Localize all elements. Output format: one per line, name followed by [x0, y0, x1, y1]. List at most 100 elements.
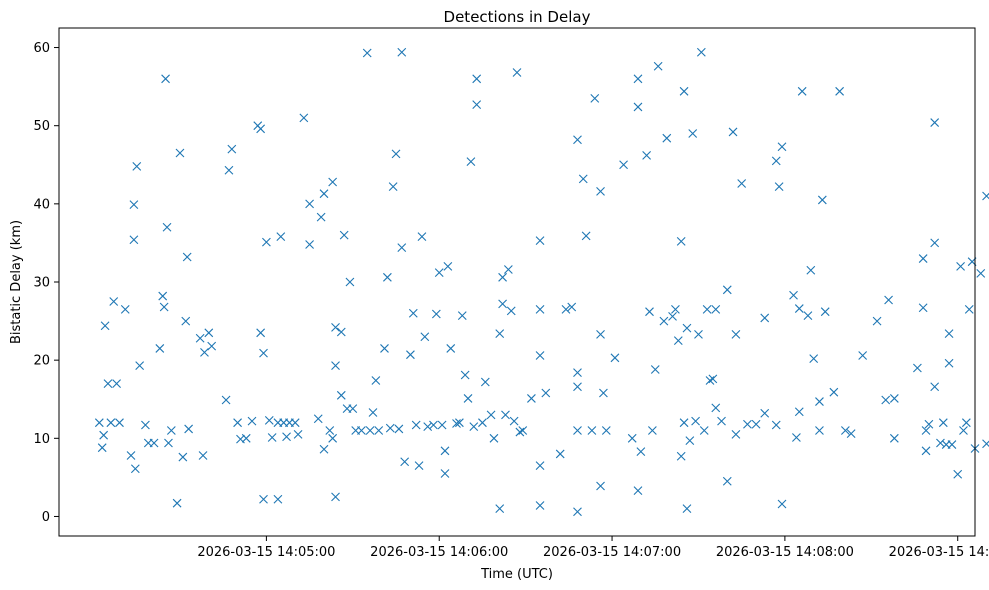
data-point [406, 350, 415, 360]
data-point [829, 387, 839, 397]
data-point [794, 304, 804, 313]
data-point [129, 235, 139, 245]
data-point [717, 416, 726, 426]
data-point [535, 461, 545, 471]
data-point [512, 68, 522, 77]
data-point [164, 438, 173, 448]
data-point [633, 486, 643, 496]
data-point [627, 433, 637, 443]
data-point [495, 329, 505, 338]
data-point [503, 265, 513, 274]
data-point [429, 420, 438, 430]
data-point [388, 182, 398, 192]
data-point [305, 240, 314, 249]
data-point [276, 232, 286, 242]
data-point [457, 311, 467, 320]
data-point [472, 100, 482, 109]
data-point [166, 426, 176, 435]
y-tick-label: 20 [33, 354, 50, 369]
data-point [325, 426, 335, 435]
data-point [777, 499, 787, 509]
data-point [884, 295, 893, 305]
data-point [486, 410, 496, 420]
data-point [290, 418, 300, 428]
data-point [653, 61, 663, 71]
data-point [587, 426, 597, 435]
data-point [599, 388, 608, 398]
y-tick-label: 40 [33, 197, 50, 212]
data-point [573, 135, 582, 145]
data-point [645, 307, 654, 317]
data-point [414, 461, 424, 471]
chart-title: Detections in Delay [444, 8, 591, 26]
data-point [803, 311, 813, 320]
data-point [708, 374, 718, 384]
data-point [99, 430, 109, 440]
data-point [397, 243, 407, 253]
data-point [233, 418, 242, 428]
data-point [394, 424, 404, 434]
data-point [440, 469, 450, 478]
data-point [515, 427, 525, 437]
data-point [815, 397, 824, 406]
data-point [204, 328, 214, 338]
data-point [498, 272, 507, 282]
data-point [619, 160, 628, 170]
data-point [561, 304, 571, 314]
data-point [555, 449, 565, 459]
data-point [596, 481, 605, 491]
data-point [633, 74, 643, 84]
data-point [705, 376, 715, 385]
plot-area-group [94, 47, 989, 517]
data-point [722, 476, 732, 486]
data-point [921, 446, 931, 456]
data-point [460, 370, 470, 380]
data-point [224, 165, 234, 175]
data-point [195, 333, 205, 343]
data-point [241, 433, 251, 443]
data-point [590, 93, 600, 103]
data-point [872, 316, 882, 326]
data-point [331, 361, 340, 371]
data-point [944, 329, 954, 338]
data-point [771, 156, 781, 166]
data-point [889, 394, 899, 403]
data-point [420, 332, 430, 342]
data-point [391, 149, 401, 159]
y-tick-label: 50 [33, 119, 50, 134]
data-point [434, 268, 444, 278]
data-point [797, 86, 807, 96]
data-point [472, 74, 482, 84]
data-point [207, 341, 217, 351]
data-point [345, 277, 355, 287]
data-point [506, 306, 516, 316]
data-point [259, 494, 268, 504]
data-point [610, 353, 620, 363]
data-point [466, 157, 476, 167]
data-point [921, 426, 931, 435]
data-point [112, 379, 121, 388]
data-point [792, 433, 801, 442]
data-point [702, 304, 712, 314]
data-point [336, 390, 346, 400]
data-point [535, 501, 545, 510]
data-point [535, 304, 545, 314]
data-point [947, 440, 957, 449]
data-point [411, 420, 421, 430]
data-point [930, 238, 940, 248]
data-point [400, 457, 410, 467]
data-point [115, 418, 124, 428]
data-point [938, 418, 948, 428]
data-point [328, 177, 338, 187]
data-point [944, 358, 954, 368]
data-point [328, 433, 338, 443]
data-point [149, 438, 159, 448]
data-point [794, 407, 804, 417]
data-point [357, 426, 366, 435]
data-point [97, 443, 107, 453]
data-point [964, 304, 974, 314]
data-point [930, 118, 940, 127]
data-point [158, 291, 168, 301]
data-point [809, 354, 819, 363]
data-point [365, 426, 375, 435]
